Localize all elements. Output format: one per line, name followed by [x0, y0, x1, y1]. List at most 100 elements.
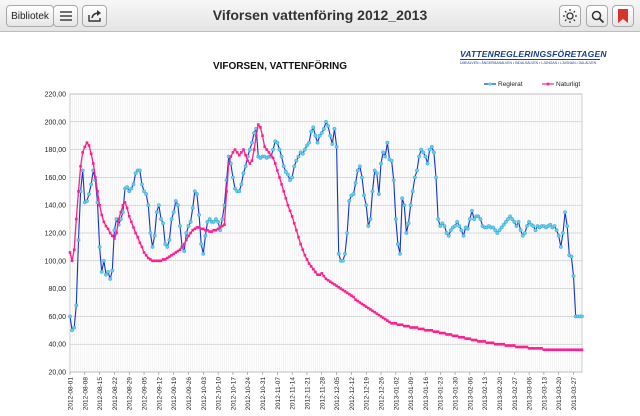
data-point-naturligt	[314, 270, 317, 274]
data-point-naturligt	[415, 326, 419, 329]
data-point-naturligt	[466, 337, 470, 340]
data-point-reglerat	[402, 203, 407, 208]
data-point-naturligt	[161, 258, 165, 261]
data-point-naturligt	[85, 141, 89, 144]
data-point-reglerat	[360, 175, 364, 180]
data-point-reglerat	[233, 186, 237, 191]
toolbar: Bibliotek Viforsen vattenföring 2012_201…	[0, 0, 640, 32]
data-point-reglerat	[290, 175, 294, 180]
data-point-naturligt	[246, 159, 250, 163]
data-point-naturligt	[199, 227, 203, 231]
data-point-naturligt	[496, 342, 499, 346]
data-point-reglerat	[518, 228, 523, 233]
data-point-naturligt	[113, 237, 116, 240]
data-point-naturligt	[227, 162, 230, 165]
data-point-reglerat	[110, 268, 115, 273]
data-point-reglerat	[438, 224, 443, 228]
share-button[interactable]	[82, 5, 107, 27]
data-point-reglerat	[271, 147, 275, 152]
data-point-reglerat	[159, 217, 163, 221]
data-point-reglerat	[144, 192, 149, 196]
data-point-reglerat	[178, 224, 182, 228]
data-point-reglerat	[283, 169, 288, 174]
data-point-naturligt	[166, 256, 169, 260]
data-point-naturligt	[295, 228, 298, 232]
data-point-naturligt	[504, 344, 508, 347]
data-point-naturligt	[430, 329, 434, 332]
y-tick-label: 40,00	[48, 342, 66, 349]
data-point-reglerat	[184, 231, 189, 235]
y-tick-label: 100,00	[45, 258, 67, 265]
data-point-reglerat	[70, 328, 74, 333]
data-point-reglerat	[336, 252, 341, 256]
data-point-naturligt	[307, 262, 311, 265]
data-point-naturligt	[273, 162, 277, 165]
data-point-naturligt	[436, 330, 440, 333]
data-point-naturligt	[377, 313, 381, 317]
vattenreglering-logo: VATTENREGLERINGSFÖRETAGEN UMEÄLVEN • ÅNG…	[460, 49, 606, 73]
data-point-reglerat	[167, 238, 172, 242]
data-point-naturligt	[540, 347, 544, 350]
data-point-reglerat	[379, 161, 383, 166]
data-point-reglerat	[294, 158, 299, 163]
data-point-reglerat	[377, 192, 381, 196]
data-point-naturligt	[212, 228, 216, 232]
data-point-reglerat	[97, 245, 102, 249]
data-point-naturligt	[570, 348, 573, 352]
data-point-naturligt	[443, 331, 446, 335]
data-point-reglerat	[85, 199, 89, 203]
data-point-reglerat	[169, 217, 174, 221]
data-point-reglerat	[250, 140, 254, 145]
data-point-reglerat	[408, 203, 413, 208]
data-point-naturligt	[424, 329, 427, 332]
data-point-reglerat	[311, 125, 316, 130]
data-point-reglerat	[358, 164, 362, 169]
data-point-reglerat	[129, 186, 134, 191]
brightness-button[interactable]	[559, 5, 581, 27]
library-button[interactable]: Bibliotek	[6, 5, 54, 27]
data-point-naturligt	[157, 259, 161, 263]
data-point-reglerat	[444, 231, 449, 235]
data-point-reglerat	[277, 147, 282, 152]
data-point-reglerat	[99, 270, 104, 274]
chart-title: VIFORSEN, VATTENFÖRING	[212, 61, 348, 72]
data-point-naturligt	[72, 248, 76, 251]
data-point-reglerat	[423, 154, 428, 159]
data-point-naturligt	[493, 342, 497, 346]
bookmark-icon	[618, 9, 628, 23]
x-tick-label: 2012-09-12	[156, 377, 163, 411]
data-point-reglerat	[442, 224, 447, 228]
data-point-naturligt	[364, 305, 368, 308]
data-point-reglerat	[459, 228, 464, 233]
data-point-reglerat	[173, 199, 178, 203]
data-point-reglerat	[207, 217, 212, 221]
data-point-naturligt	[269, 153, 273, 157]
data-point-reglerat	[197, 213, 201, 217]
data-point-naturligt	[210, 230, 214, 233]
data-point-naturligt	[250, 159, 254, 163]
list-button[interactable]	[53, 5, 78, 27]
data-point-naturligt	[500, 342, 503, 346]
data-point-reglerat	[142, 189, 146, 194]
data-point-naturligt	[263, 145, 266, 149]
data-point-reglerat	[89, 182, 94, 187]
data-point-reglerat	[300, 151, 305, 156]
x-tick-label: 2012-11-14	[290, 377, 297, 410]
data-point-naturligt	[115, 231, 118, 235]
search-button[interactable]	[586, 5, 608, 27]
data-point-reglerat	[106, 270, 110, 274]
data-point-reglerat	[347, 199, 352, 203]
bookmark-button[interactable]	[612, 5, 634, 27]
data-point-naturligt	[438, 331, 442, 335]
data-point-naturligt	[176, 249, 180, 253]
data-point-reglerat	[203, 233, 208, 238]
data-point-reglerat	[478, 217, 483, 221]
data-point-reglerat	[252, 131, 256, 135]
data-point-reglerat	[279, 154, 284, 159]
data-point-reglerat	[554, 228, 559, 233]
data-point-naturligt	[197, 226, 201, 229]
data-point-naturligt	[523, 345, 527, 349]
data-point-reglerat	[133, 171, 138, 176]
data-point-naturligt	[151, 259, 154, 263]
data-point-reglerat	[497, 228, 502, 233]
